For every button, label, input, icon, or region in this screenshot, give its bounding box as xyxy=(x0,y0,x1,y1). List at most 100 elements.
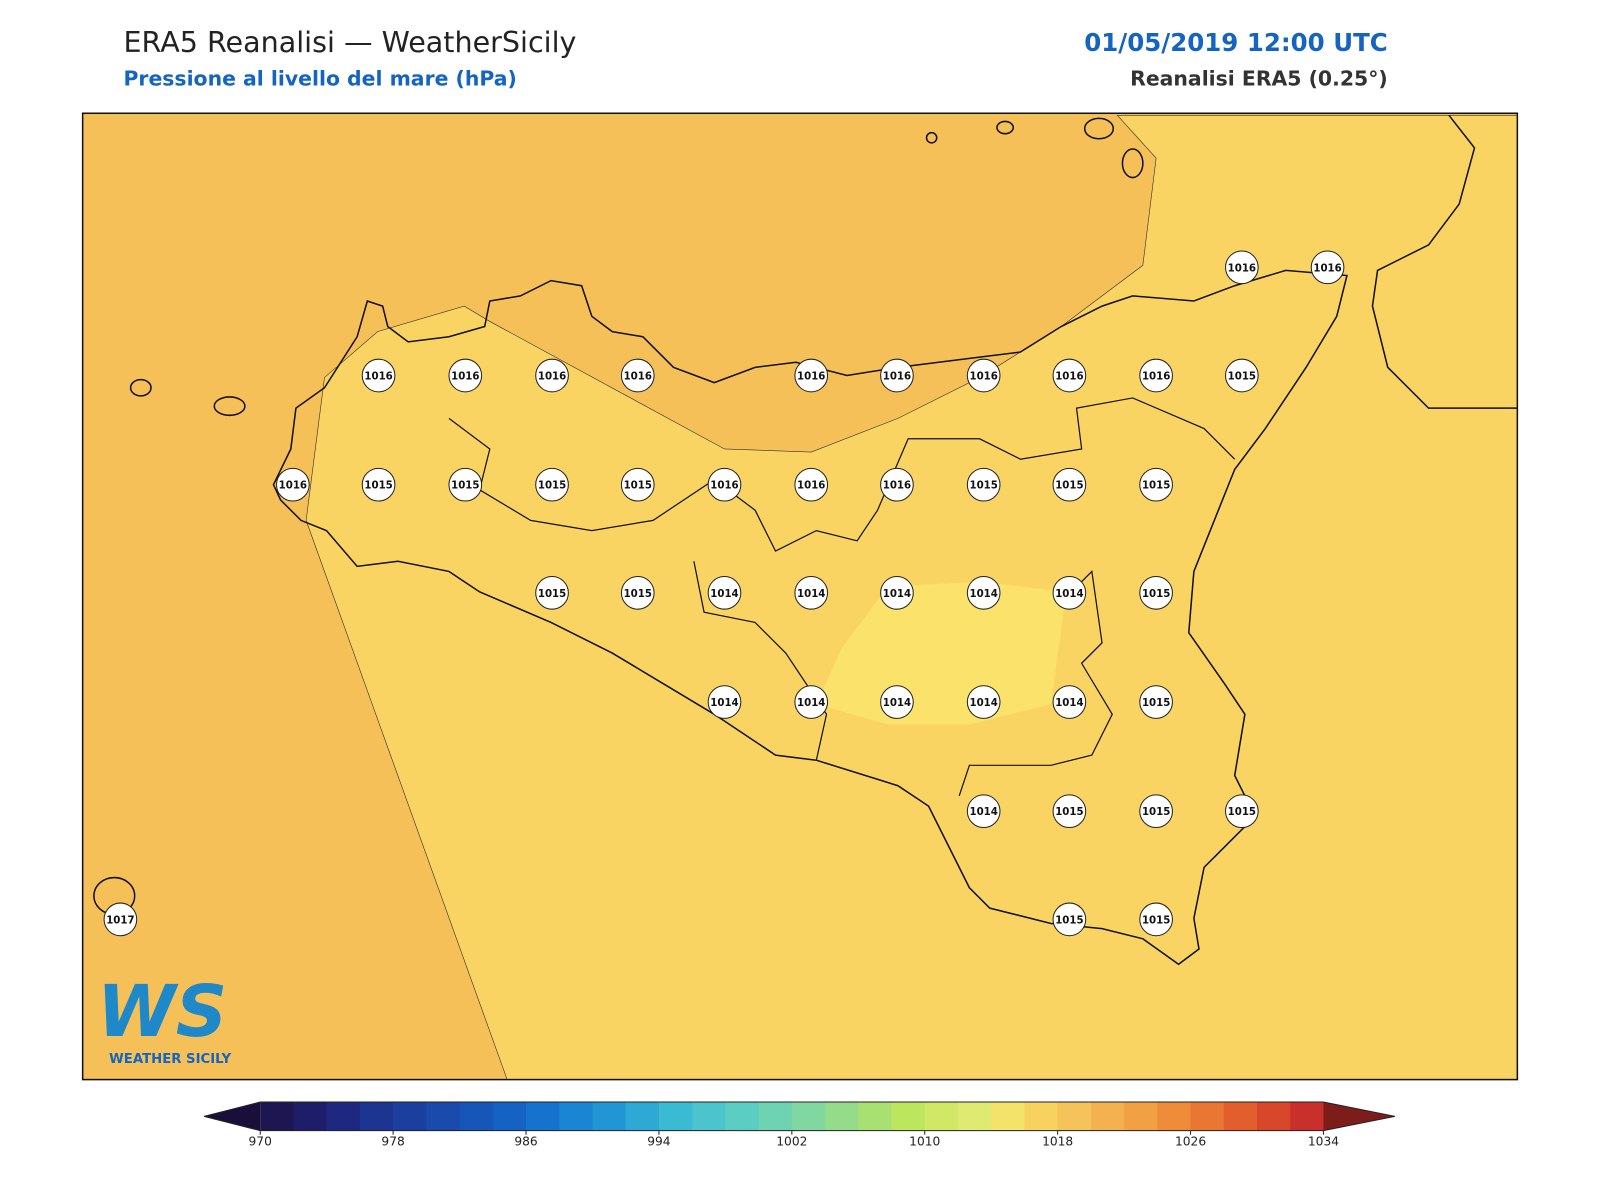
point-marker xyxy=(1225,358,1259,393)
colorbar-tick-label: 970 xyxy=(249,1134,272,1148)
logo-name: WEATHER SICILY xyxy=(109,1052,231,1067)
colorbar-tick-label: 986 xyxy=(514,1134,538,1148)
point-marker xyxy=(1139,358,1173,393)
island xyxy=(1121,148,1144,179)
island xyxy=(1083,117,1115,140)
colorbar-bin xyxy=(293,1102,328,1131)
point-label: 1015 xyxy=(1142,589,1170,600)
point-marker xyxy=(880,467,914,502)
colorbar-over xyxy=(1323,1102,1395,1131)
colorbar-bin xyxy=(991,1102,1025,1131)
colorbar-tick-label: 1026 xyxy=(1175,1134,1206,1148)
point-marker xyxy=(880,685,914,719)
colorbar-bin xyxy=(758,1102,793,1131)
point-label: 1015 xyxy=(1142,807,1170,818)
colorbar-bin xyxy=(1157,1102,1192,1131)
colorbar-bin xyxy=(692,1102,726,1131)
point-marker xyxy=(966,685,1001,719)
datetime: 01/05/2019 12:00 UTC xyxy=(1084,28,1388,57)
province-border xyxy=(448,397,1236,552)
point-label: 1014 xyxy=(969,698,997,709)
point-marker xyxy=(1310,250,1345,285)
colorbar-bin xyxy=(492,1102,527,1131)
colorbar-bin xyxy=(1057,1102,1092,1131)
point-marker xyxy=(1139,467,1173,502)
point-label: 1014 xyxy=(1055,698,1083,709)
point-marker xyxy=(1052,685,1087,719)
colorbar-bin xyxy=(393,1102,427,1131)
province-border xyxy=(693,561,828,761)
point-label: 1014 xyxy=(710,698,738,709)
point-marker xyxy=(1052,576,1087,610)
point-label: 1014 xyxy=(883,589,911,600)
point-label: 1016 xyxy=(279,481,307,492)
colorbar-bin xyxy=(891,1102,926,1131)
point-marker xyxy=(1139,902,1173,937)
point-marker xyxy=(535,358,569,393)
colorbar-bin xyxy=(957,1102,992,1131)
colorbar-bin xyxy=(825,1102,859,1131)
point-marker xyxy=(276,467,310,502)
colorbar-bin xyxy=(426,1102,461,1131)
point-label: 1014 xyxy=(969,807,997,818)
point-label: 1015 xyxy=(538,481,566,492)
colorbar-bin xyxy=(1290,1102,1324,1131)
coastline-calabria xyxy=(1371,114,1518,409)
point-marker xyxy=(448,358,483,393)
point-marker xyxy=(1052,794,1087,829)
colorbar-bin xyxy=(858,1102,893,1131)
point-marker xyxy=(1052,358,1087,393)
point-label: 1014 xyxy=(969,589,997,600)
colorbar-bin xyxy=(1090,1102,1125,1131)
point-label: 1016 xyxy=(883,372,911,383)
point-label: 1016 xyxy=(451,372,479,383)
colorbar: 970 978 986 994 1002 1010 1018 1026 1034 xyxy=(203,1101,1395,1148)
point-label: 1016 xyxy=(797,481,825,492)
point-marker xyxy=(966,467,1001,502)
colorbar-bin xyxy=(1257,1102,1291,1131)
point-marker xyxy=(361,358,396,393)
point-marker xyxy=(707,576,742,610)
colorbar-bin xyxy=(592,1102,627,1131)
point-label: 1015 xyxy=(1055,807,1083,818)
colorbar-bin xyxy=(1124,1102,1158,1131)
logo: WS WEATHER SICILY xyxy=(97,970,232,1067)
point-marker xyxy=(707,685,742,719)
point-label: 1016 xyxy=(969,372,997,383)
colorbar-tick-label: 1010 xyxy=(909,1134,940,1148)
map: 1016 1016 1016 1016 1016 1016 1016 1016 1016 1016… xyxy=(81,112,1519,1081)
island xyxy=(996,120,1015,135)
point-label: 1016 xyxy=(364,372,392,383)
point-label: 1015 xyxy=(1142,481,1170,492)
point-marker xyxy=(794,576,829,610)
point-label: 1016 xyxy=(710,481,738,492)
coastline-sicily xyxy=(272,269,1348,966)
colorbar-bin xyxy=(1223,1102,1258,1131)
field-inner xyxy=(816,581,1067,725)
point-marker xyxy=(103,902,138,937)
point-label: 1016 xyxy=(1313,263,1341,274)
point-marker xyxy=(707,467,742,502)
colorbar-bin xyxy=(1190,1102,1225,1131)
map-frame xyxy=(81,112,1519,1081)
point-marker xyxy=(1139,576,1173,610)
point-marker xyxy=(1225,250,1259,285)
point-label: 1014 xyxy=(883,698,911,709)
colorbar-bin xyxy=(359,1102,394,1131)
point-marker xyxy=(620,576,655,610)
title: ERA5 Reanalisi — WeatherSicily xyxy=(123,25,576,59)
point-label: 1017 xyxy=(106,915,134,926)
colorbar-tick-label: 978 xyxy=(381,1134,404,1148)
colorbar-bin xyxy=(658,1102,693,1131)
pressure-points: 1016 1016 1016 1016 1016 1016 1016 1016 1016 1016… xyxy=(103,250,1345,937)
colorbar-bin xyxy=(326,1102,361,1131)
point-marker xyxy=(1139,794,1173,829)
island xyxy=(925,131,938,144)
point-label: 1015 xyxy=(1228,372,1256,383)
point-label: 1015 xyxy=(969,481,997,492)
point-label: 1015 xyxy=(1055,481,1083,492)
point-label: 1016 xyxy=(1142,372,1170,383)
colorbar-bin xyxy=(260,1102,294,1131)
point-label: 1016 xyxy=(624,372,652,383)
